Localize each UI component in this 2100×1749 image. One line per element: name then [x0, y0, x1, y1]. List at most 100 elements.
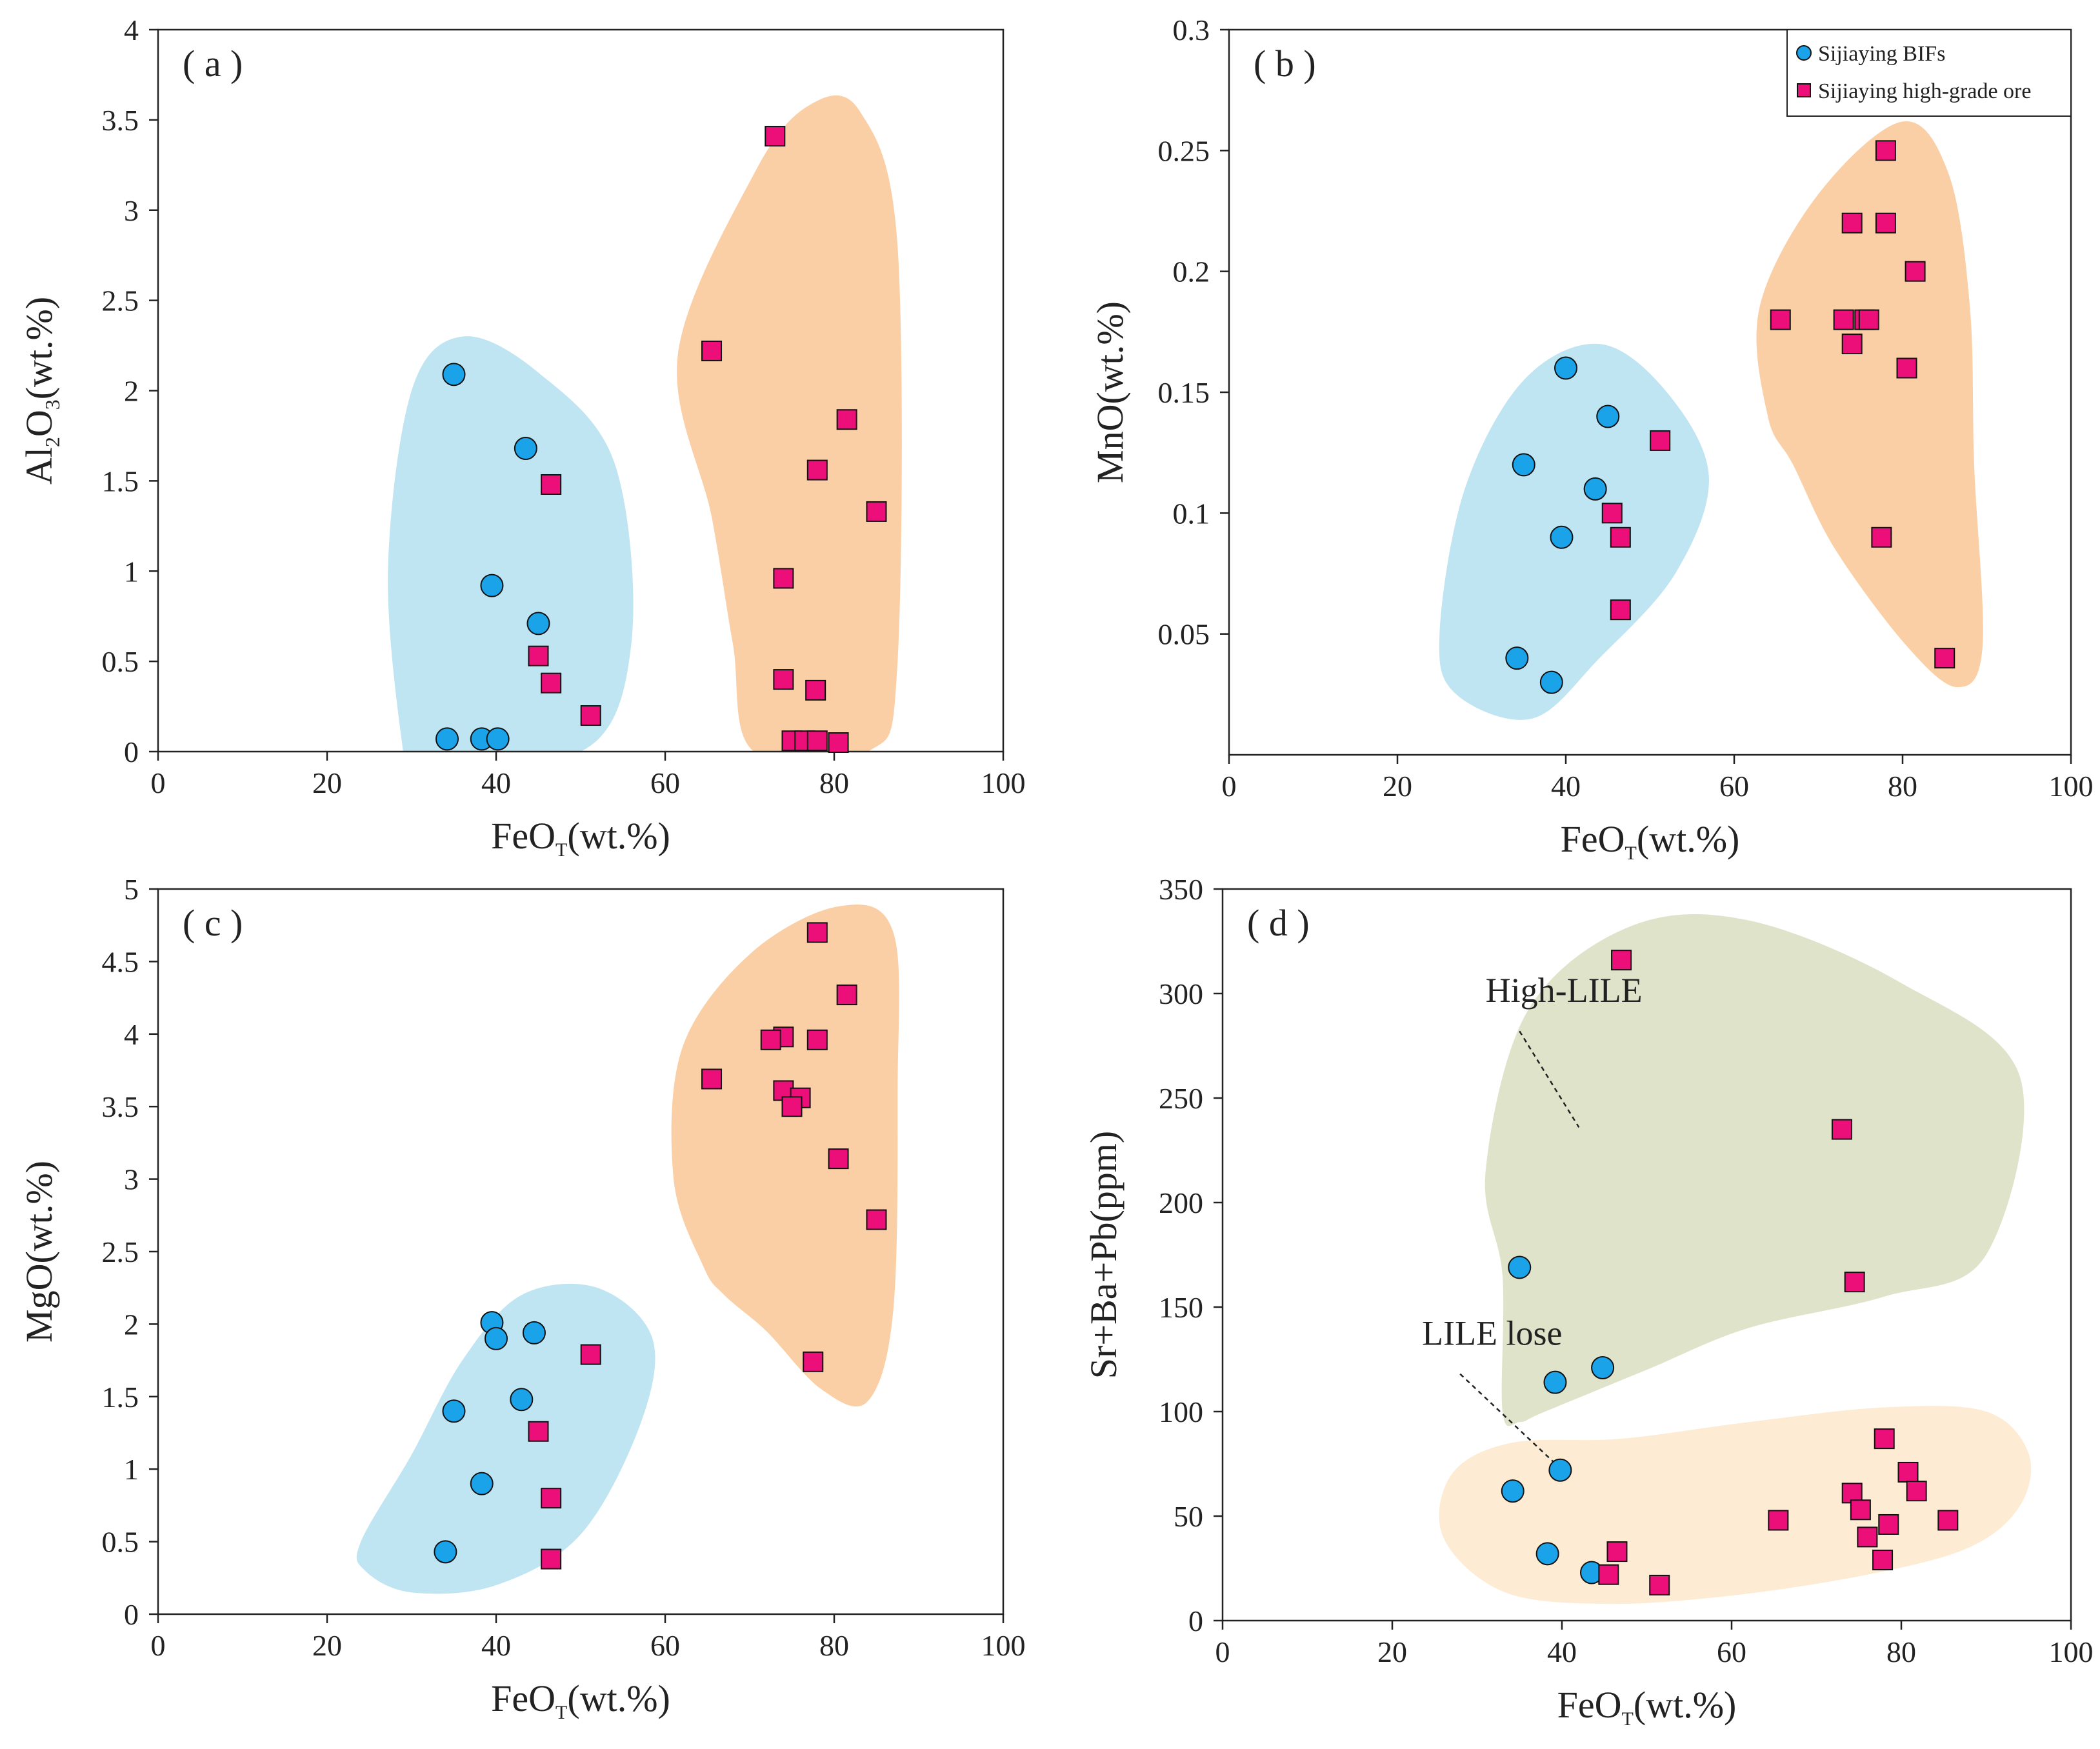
y-tick-label: 0.3: [1173, 14, 1210, 46]
y-tick-label: 2: [124, 375, 139, 408]
x-axis-title: FeOT(wt.%): [1557, 1684, 1737, 1730]
x-tick-label: 100: [2049, 770, 2094, 803]
bif-data-point: [434, 1540, 457, 1564]
panel-label: ( b ): [1254, 43, 1316, 85]
x-tick-label: 20: [1377, 1635, 1407, 1668]
legend: Sijiaying BIFs Sijiaying high-grade ore: [1786, 29, 2072, 117]
bif-data-point: [470, 1472, 494, 1495]
ore-data-point: [580, 705, 601, 726]
annotation-leader-line: [1459, 1373, 1559, 1467]
ore-data-point: [773, 568, 794, 589]
x-tick-label: 100: [981, 766, 1026, 799]
square-marker-icon: [1797, 83, 1811, 97]
ore-data-point: [806, 730, 828, 752]
x-tick-label: 80: [1886, 1635, 1916, 1668]
x-tick-label: 80: [1888, 770, 1917, 803]
y-tick-label: 250: [1159, 1082, 1203, 1115]
bif-data-point: [1505, 646, 1529, 670]
bif-data-point: [1596, 405, 1620, 428]
ore-data-point: [1649, 1574, 1670, 1595]
ore-data-point: [1872, 1550, 1894, 1571]
x-tick-label: 0: [151, 766, 166, 799]
x-tick-label: 0: [1215, 1635, 1230, 1668]
y-tick-label: 4: [124, 14, 139, 46]
x-axis-title: FeOT(wt.%): [491, 815, 670, 861]
x-tick-label: 40: [481, 766, 511, 799]
ore-data-point: [541, 672, 562, 694]
ore-data-point: [541, 1548, 562, 1570]
x-tick-label: 20: [312, 766, 342, 799]
ore-data-point: [541, 1488, 562, 1509]
ore-data-point: [806, 459, 828, 481]
ore-data-point: [1875, 212, 1896, 234]
ore-data-point: [1934, 648, 1955, 669]
y-axis-title: MgO(wt.%): [18, 1161, 60, 1343]
annotation-leader-line: [1519, 1030, 1580, 1128]
x-axis-title: FeOT(wt.%): [491, 1677, 670, 1723]
ore-data-point: [1841, 334, 1863, 355]
bif-data-point: [1554, 356, 1577, 380]
x-tick-label: 20: [1383, 770, 1412, 803]
x-tick-label: 60: [1719, 770, 1749, 803]
blue-field-region: [1439, 343, 1709, 720]
y-tick-label: 200: [1159, 1186, 1203, 1219]
ore-data-point: [760, 1029, 781, 1050]
y-tick-label: 4: [124, 1018, 139, 1051]
x-tick-label: 100: [2049, 1635, 2094, 1668]
y-tick-label: 1.5: [102, 1381, 139, 1414]
y-axis-title: MnO(wt.%): [1089, 301, 1131, 483]
ore-data-point: [805, 679, 826, 701]
cream-field-region: [1439, 1406, 2032, 1604]
x-tick-label: 60: [650, 766, 680, 799]
ore-data-point: [1768, 1510, 1789, 1531]
y-tick-label: 1: [124, 1453, 139, 1486]
x-tick-label: 80: [819, 766, 849, 799]
y-tick-label: 4.5: [102, 945, 139, 978]
bif-data-point: [510, 1388, 534, 1412]
y-axis-title: Sr+Ba+Pb(ppm): [1083, 1131, 1125, 1379]
y-tick-label: 0: [1188, 1604, 1203, 1637]
blue-field-region: [356, 1283, 655, 1594]
ore-data-point: [1610, 599, 1631, 621]
bif-data-point: [1508, 1255, 1532, 1279]
y-tick-label: 2: [124, 1308, 139, 1341]
ore-data-point: [1897, 1461, 1919, 1483]
x-tick-label: 40: [1547, 1635, 1577, 1668]
ore-data-point: [701, 1068, 723, 1090]
panel-d: 0 20 40 60 80 100 0 50 100 150 200 250 300 350 FeOT(wt…: [1083, 873, 2094, 1730]
bif-data-point: [435, 727, 459, 751]
annotation-label: High-LILE: [1486, 971, 1643, 1010]
ore-data-point: [1844, 1272, 1865, 1293]
x-tick-label: 100: [981, 1629, 1026, 1662]
panel-b: 0 20 40 60 80 100 0.05 0.1 0.15 0.2 0.25 0.3 FeOT(wt…: [1089, 14, 2094, 864]
x-tick-label: 60: [1717, 1635, 1746, 1668]
ore-data-point: [781, 1096, 803, 1117]
x-axis-title: FeOT(wt.%): [1561, 818, 1740, 864]
y-tick-label: 350: [1159, 873, 1203, 906]
y-tick-label: 0.15: [1158, 376, 1210, 409]
ore-data-point: [1874, 1428, 1895, 1450]
ore-data-point: [836, 984, 857, 1006]
bif-data-point: [514, 437, 537, 461]
panel-a: 0 20 40 60 80 100 0 0.5 1 1.5 2 2.5 3 3.5 4 FeOT(wt.%) A…: [18, 14, 1026, 861]
ore-data-point: [806, 922, 828, 943]
bif-data-point: [522, 1321, 546, 1344]
ore-data-point: [1871, 526, 1892, 548]
ore-data-point: [765, 126, 786, 147]
ore-data-point: [1833, 309, 1854, 330]
ore-data-point: [1937, 1510, 1959, 1531]
y-tick-label: 0: [124, 1598, 139, 1631]
green-field-region: [1485, 914, 2025, 1426]
legend-box: [1786, 29, 2072, 117]
ore-data-point: [773, 669, 794, 690]
y-tick-label: 150: [1159, 1291, 1203, 1324]
y-tick-label: 1: [124, 555, 139, 588]
y-tick-label: 2.5: [102, 1235, 139, 1268]
x-tick-label: 40: [1551, 770, 1581, 803]
ore-data-point: [866, 501, 887, 522]
y-tick-label: 3: [124, 194, 139, 227]
y-tick-label: 0: [124, 735, 139, 768]
y-tick-label: 1.5: [102, 465, 139, 497]
y-tick-label: 0.5: [102, 645, 139, 678]
